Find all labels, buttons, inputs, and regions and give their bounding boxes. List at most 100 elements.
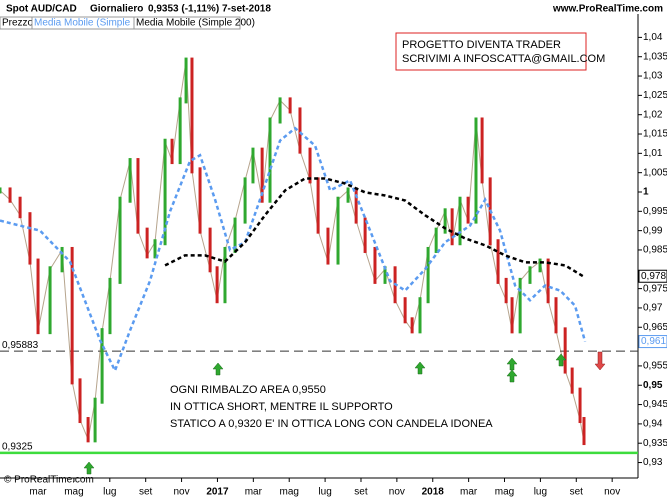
y-tick-label: 0,985 — [643, 245, 667, 256]
candle — [93, 397, 97, 443]
period: Giornaliero — [90, 4, 143, 15]
candle — [346, 187, 350, 203]
y-tick-label: 1,02 — [643, 109, 663, 120]
candle — [18, 196, 22, 219]
x-tick-label: 2017 — [206, 487, 229, 498]
candle — [528, 266, 532, 284]
candle — [0, 187, 2, 194]
candle — [48, 266, 52, 335]
candle — [60, 246, 64, 273]
level-label: 0,95883 — [2, 340, 39, 351]
candle — [434, 227, 438, 253]
x-tick-label: mag — [495, 487, 514, 498]
y-tick-label: 1,035 — [643, 51, 667, 62]
x-tick-label: mar — [245, 487, 263, 498]
candle — [145, 227, 149, 259]
comment-line: OGNI RIMBALZO AREA 0,9550 — [170, 384, 326, 396]
legend-box — [133, 16, 241, 30]
y-tick-label: 0,94 — [643, 419, 663, 430]
x-tick-label: mar — [460, 487, 478, 498]
candle — [36, 258, 40, 335]
last-value-label: 0,9613 — [641, 336, 667, 347]
candle — [153, 239, 157, 259]
y-tick-label: 0,955 — [643, 361, 667, 372]
candle — [278, 97, 282, 124]
candle — [128, 158, 132, 203]
x-tick-label: mar — [29, 487, 47, 498]
candle — [308, 147, 312, 184]
instrument: Spot AUD/CAD — [6, 4, 77, 15]
y-tick-label: 0,965 — [643, 322, 667, 333]
copyright: © ProRealTime.com — [4, 475, 94, 486]
candle — [510, 297, 514, 334]
candle — [208, 227, 212, 273]
up-arrow — [414, 361, 426, 375]
candle — [582, 417, 586, 446]
down-arrow — [594, 351, 606, 371]
candle — [518, 277, 522, 334]
candle — [78, 378, 82, 424]
x-tick-label: lug — [318, 487, 331, 498]
candle — [118, 196, 122, 284]
y-tick-label: 1 — [643, 187, 649, 198]
candle — [578, 387, 582, 424]
candle — [108, 277, 112, 335]
candle — [316, 177, 320, 234]
x-tick-label: mag — [279, 487, 298, 498]
y-tick-label: 0,995 — [643, 206, 667, 217]
y-tick-label: 1,005 — [643, 167, 667, 178]
moving-average — [164, 177, 584, 278]
candle — [86, 417, 90, 443]
note-box: PROGETTO DIVENTA TRADER SCRIVIMI A INFOS… — [395, 32, 605, 71]
candle — [554, 297, 558, 334]
last-value-box — [638, 335, 667, 349]
candle — [190, 57, 194, 174]
candle — [563, 327, 567, 374]
date: 7-set-2018 — [222, 4, 271, 15]
comment-line: STATICO A 0,9320 E' IN OTTICA LONG CON C… — [170, 418, 493, 430]
comment: OGNI RIMBALZO AREA 0,9550 IN OTTICA SHOR… — [170, 384, 493, 430]
candle — [466, 196, 470, 224]
y-tick-label: 1,04 — [643, 32, 663, 43]
y-tick-label: 1,03 — [643, 71, 663, 82]
up-arrow — [506, 369, 518, 383]
candle — [383, 266, 387, 284]
candle — [326, 227, 330, 265]
y-tick-label: 0,945 — [643, 399, 667, 410]
candle — [100, 328, 104, 404]
x-tick-label: lug — [103, 487, 116, 498]
candle — [288, 97, 292, 114]
legend-entry: Media Mobile (Simple 50) — [34, 18, 147, 29]
note-border — [395, 32, 587, 71]
note-line: PROGETTO DIVENTA TRADER — [402, 39, 561, 51]
y-tick-label: 1,01 — [643, 148, 663, 159]
candle — [410, 317, 414, 334]
candle — [546, 258, 550, 304]
candle — [28, 212, 32, 265]
site: www.ProRealTime.com — [552, 4, 663, 15]
last-value-box — [638, 269, 667, 283]
candle — [298, 107, 302, 154]
candle — [215, 266, 219, 304]
signal-arrows — [83, 351, 606, 475]
candle — [403, 297, 407, 324]
candle — [223, 246, 227, 304]
legend-entry: Media Mobile (Simple 200) — [136, 18, 255, 29]
x-tick-label: lug — [534, 487, 547, 498]
candle — [233, 217, 237, 253]
x-tick-label: nov — [389, 487, 405, 498]
candle — [496, 239, 500, 284]
comment-line: IN OTTICA SHORT, MENTRE IL SUPPORTO — [170, 401, 393, 413]
candle — [480, 117, 484, 184]
legend: Prezzo Media Mobile (Simple 50) Media Mo… — [0, 16, 255, 30]
candle — [570, 367, 574, 394]
candle — [504, 277, 508, 304]
candle — [198, 167, 202, 234]
y-tick-label: 0,935 — [643, 438, 667, 449]
x-tick-label: mag — [64, 487, 83, 498]
y-tick-label: 0,99 — [643, 225, 663, 236]
candle — [426, 246, 430, 304]
candle — [450, 208, 454, 246]
y-tick-label: 0,97 — [643, 303, 663, 314]
